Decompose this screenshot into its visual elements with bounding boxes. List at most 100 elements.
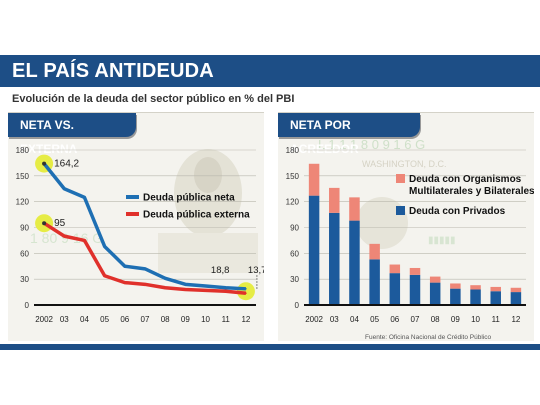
source-note: Fuente: Oficina Nacional de Crédito Públ… xyxy=(365,334,492,341)
y-tick-label: 150 xyxy=(16,172,30,181)
y-tick-label: 120 xyxy=(286,198,300,207)
y-tick-label: 120 xyxy=(16,198,30,207)
bar-segment-organismos xyxy=(470,285,481,290)
x-tick-label: 07 xyxy=(411,315,420,324)
x-tick-label: 07 xyxy=(141,315,150,324)
data-label: 164,2 xyxy=(54,159,79,170)
data-point xyxy=(103,274,106,277)
legend-label: Multilaterales y Bilaterales xyxy=(409,186,534,197)
data-label: 95 xyxy=(54,218,66,229)
bar-segment-privados xyxy=(349,220,360,305)
y-tick-label: 180 xyxy=(16,146,30,155)
y-tick-label: 90 xyxy=(290,224,299,233)
data-point xyxy=(224,290,227,293)
data-point xyxy=(144,268,146,270)
bar-segment-organismos xyxy=(369,243,380,260)
y-tick-label: 90 xyxy=(20,224,29,233)
x-tick-label: 08 xyxy=(161,315,170,324)
title-banner: EL PAÍS ANTIDEUDA xyxy=(0,55,540,87)
data-point xyxy=(164,277,166,280)
y-tick-label: 60 xyxy=(290,249,299,258)
bar-segment-organismos xyxy=(429,276,441,283)
data-point xyxy=(224,286,227,289)
y-tick-label: 30 xyxy=(20,275,29,284)
data-point xyxy=(184,283,187,286)
bar-segment-privados xyxy=(308,195,320,305)
bar-segment-privados xyxy=(490,291,501,305)
bar-segment-privados xyxy=(329,212,340,305)
panel-neta-por-acreedor: L 1 1 1 8 0 9 1 6 G WASHINGTON, D.C. ▮▮▮… xyxy=(278,112,534,341)
data-point xyxy=(63,235,66,237)
annotation-dot xyxy=(42,161,47,166)
bar-segment-organismos xyxy=(490,286,501,292)
x-tick-label: 05 xyxy=(370,315,379,324)
x-tick-label: 10 xyxy=(471,315,480,324)
y-tick-label: 30 xyxy=(290,275,299,284)
y-tick-label: 0 xyxy=(25,301,30,310)
x-tick-label: 12 xyxy=(241,315,250,324)
data-point xyxy=(83,239,86,242)
bar-segment-organismos xyxy=(329,187,340,213)
x-tick-label: 09 xyxy=(181,315,190,324)
data-point xyxy=(164,286,166,289)
stacked-bar-chart: 0 30 60 90 120 150 180 2002 03 04 05 06 07 08 09 10 11 12… xyxy=(286,146,534,324)
banknote-background: L 1 1 1 8 0 9 1 6 G WASHINGTON, D.C. ▮▮▮… xyxy=(318,137,456,249)
page-title: EL PAÍS ANTIDEUDA xyxy=(12,60,214,82)
bar-segment-privados xyxy=(510,292,522,305)
y-tick-label: 60 xyxy=(20,249,29,258)
annotation-dot xyxy=(42,221,47,226)
data-point xyxy=(245,288,247,290)
x-tick-label: 05 xyxy=(100,315,109,324)
panel-title-neta-vs-externa: NETA VS. EXTERNA xyxy=(8,113,136,156)
bottom-whitespace xyxy=(0,350,540,405)
y-tick-label: 180 xyxy=(286,146,300,155)
data-point xyxy=(63,187,66,190)
bar-segment-organismos xyxy=(389,264,401,274)
x-tick-label: 11 xyxy=(222,315,231,324)
y-tick-label: 150 xyxy=(286,172,300,181)
x-tick-label: 2002 xyxy=(35,315,53,324)
end-highlight xyxy=(236,282,255,301)
x-tick-label: 06 xyxy=(390,315,399,324)
panel-title-neta-por-acreedor: NETA POR ACREEDOR xyxy=(278,113,420,156)
bar-segment-privados xyxy=(450,288,461,305)
top-whitespace xyxy=(0,0,540,50)
bar-segment-privados xyxy=(369,259,380,305)
data-point xyxy=(124,281,126,284)
legend-label: Deuda pública externa xyxy=(143,210,250,221)
line-chart: 0 30 60 90 120 150 180 2002 03 04 05 06 07 08 09 10 11 12… xyxy=(16,146,264,324)
x-tick-label: 04 xyxy=(80,315,89,324)
bar-segment-organismos xyxy=(450,283,461,289)
data-point xyxy=(103,245,106,248)
bar-segment-organismos xyxy=(409,267,421,275)
legend-label: Deuda pública neta xyxy=(143,193,235,204)
data-label: 18,8 xyxy=(211,265,230,276)
bar-segment-organismos xyxy=(510,287,522,293)
bottom-rule xyxy=(0,344,540,350)
panel-neta-vs-externa: 1 80 9 16 G NETA VS. EXTERNA 0 30 60 90 120 1… xyxy=(8,112,264,341)
y-tick-label: 0 xyxy=(295,301,300,310)
svg-text:WASHINGTON, D.C.: WASHINGTON, D.C. xyxy=(362,159,447,169)
legend-label: Deuda con Organismos xyxy=(409,174,522,185)
bar-segment-privados xyxy=(409,274,421,305)
x-tick-label: 09 xyxy=(451,315,460,324)
data-label: 13,7 xyxy=(248,265,264,276)
bar-segment-organismos xyxy=(308,163,320,196)
data-point xyxy=(144,283,146,286)
legend-swatch xyxy=(396,174,405,183)
x-tick-label: 12 xyxy=(511,315,520,324)
data-point xyxy=(245,292,247,295)
svg-text:L 1 1 1 8 0 9 1 6 G: L 1 1 1 8 0 9 1 6 G xyxy=(318,137,425,152)
x-tick-label: 03 xyxy=(60,315,69,324)
bar-segment-privados xyxy=(389,273,401,305)
banknote-background: 1 80 9 16 G xyxy=(30,149,258,273)
svg-text:▮▮▮▮▮: ▮▮▮▮▮ xyxy=(428,235,456,246)
data-point xyxy=(124,265,126,268)
x-tick-label: 04 xyxy=(350,315,359,324)
x-tick-label: 2002 xyxy=(305,315,323,324)
page-subtitle: Evolución de la deuda del sector público… xyxy=(12,93,295,105)
x-tick-label: 03 xyxy=(330,315,339,324)
data-point xyxy=(83,196,86,199)
x-tick-label: 11 xyxy=(492,315,501,324)
data-point xyxy=(204,289,207,292)
